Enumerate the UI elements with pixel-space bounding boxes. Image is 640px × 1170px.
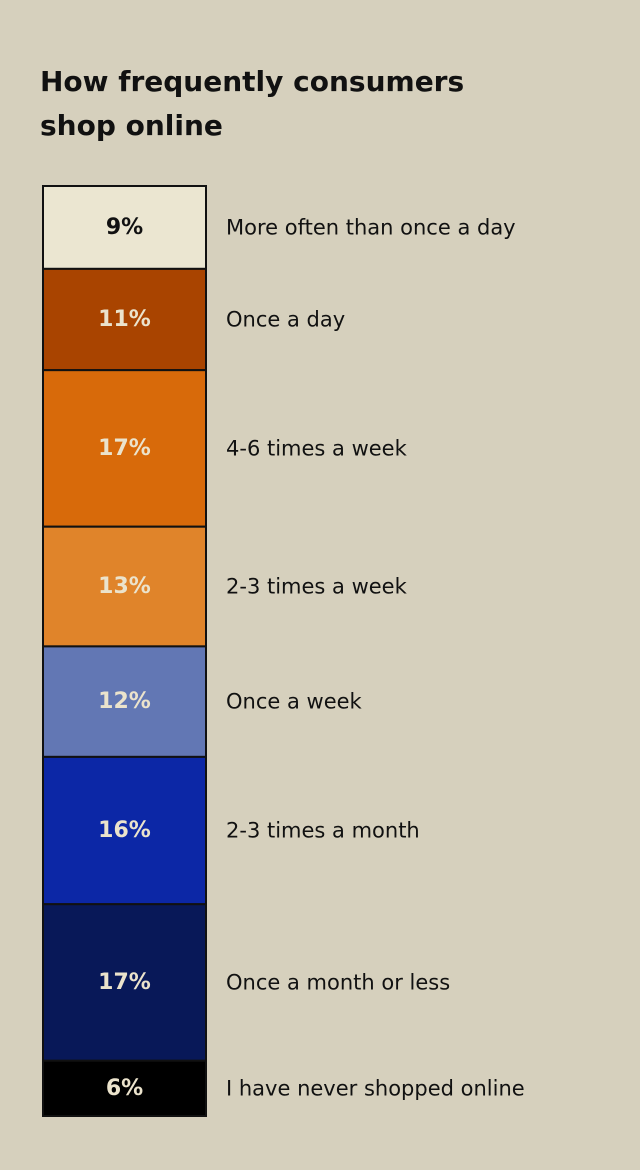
bar-segment-5 [42, 645, 207, 758]
bar-segment-8 [42, 1059, 207, 1117]
category-label-4: 2-3 times a week [226, 575, 408, 599]
value-label-1: 9% [106, 215, 143, 240]
value-label-6: 16% [98, 818, 151, 843]
category-label-7: Once a month or less [226, 970, 450, 994]
category-label-8: I have never shopped online [226, 1076, 525, 1100]
value-label-2: 11% [98, 307, 151, 332]
category-label-6: 2-3 times a month [226, 819, 420, 843]
bar-segment-3 [42, 369, 207, 528]
category-label-3: 4-6 times a week [226, 436, 408, 460]
value-label-3: 17% [98, 436, 151, 461]
chart-title-line-2: shop online [40, 109, 223, 142]
category-labels: More often than once a day Once a day 4-6 … [226, 215, 525, 1100]
value-label-8: 6% [106, 1076, 143, 1101]
value-label-5: 12% [98, 689, 151, 714]
value-label-7: 17% [98, 970, 151, 995]
category-label-1: More often than once a day [226, 215, 516, 239]
bar-segments [42, 185, 207, 1117]
bar-segment-2 [42, 267, 207, 372]
category-label-5: Once a week [226, 690, 363, 714]
bar-segment-7 [42, 903, 207, 1062]
bar-segment-6 [42, 755, 207, 906]
chart-title-line-1: How frequently consumers [40, 65, 465, 98]
category-label-2: Once a day [226, 308, 345, 332]
value-labels: 9% 11% 17% 13% 12% 16% 17% 6% [98, 215, 151, 1101]
chart-title: How frequently consumers shop online [40, 60, 600, 148]
bar-segment-4 [42, 525, 207, 648]
value-label-4: 13% [98, 574, 151, 599]
